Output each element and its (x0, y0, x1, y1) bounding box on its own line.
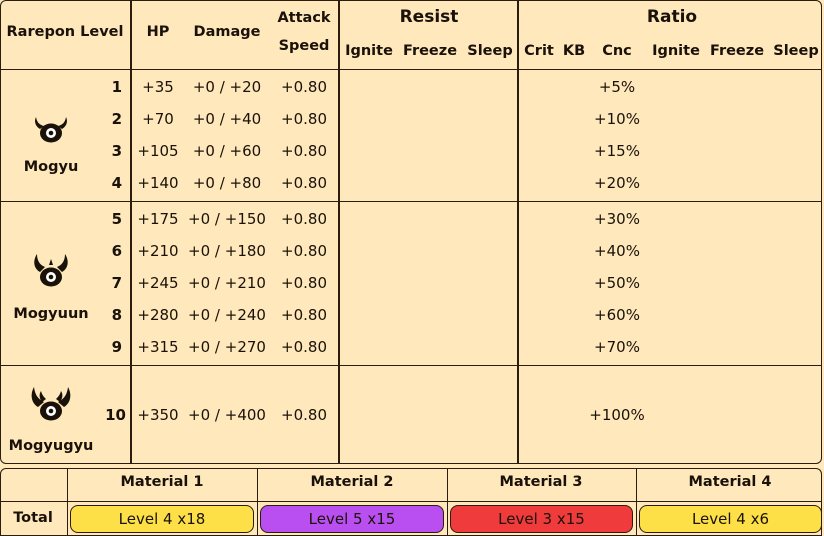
material-header: Material 1 (120, 474, 204, 490)
row-damage: +0 / +240 (188, 306, 266, 324)
divider (257, 469, 258, 536)
row-level: 4 (111, 174, 122, 192)
mogyugyu-icon (31, 387, 71, 421)
row-attack-speed: +0.80 (281, 142, 327, 160)
row-attack-speed: +0.80 (281, 306, 327, 324)
material-header: Material 4 (688, 474, 772, 490)
row-cnc: +100% (589, 406, 645, 424)
rarepon-name: Mogyuun (13, 306, 89, 322)
header-rarepon-level: Rarepon Level (6, 24, 124, 40)
row-cnc: +5% (598, 78, 636, 96)
row-damage: +0 / +40 (192, 110, 262, 128)
header-ratio-cnc: Cnc (602, 43, 632, 59)
header-ratio-freeze: Freeze (709, 43, 765, 59)
header-ratio-ignite: Ignite (652, 43, 700, 59)
material-header: Material 3 (499, 474, 583, 490)
header-ratio-kb: KB (562, 43, 586, 59)
row-hp: +105 (137, 142, 179, 160)
row-level: 9 (111, 338, 122, 356)
row-attack-speed: +0.80 (281, 242, 327, 260)
row-attack-speed: +0.80 (281, 210, 327, 228)
row-damage: +0 / +180 (188, 242, 266, 260)
header-hp: HP (146, 24, 170, 40)
row-level: 3 (111, 142, 122, 160)
row-cnc: +30% (594, 210, 640, 228)
row-level: 5 (111, 210, 122, 228)
header-resist-freeze: Freeze (402, 43, 458, 59)
divider (636, 469, 637, 536)
divider (0, 201, 822, 202)
row-attack-speed: +0.80 (281, 274, 327, 292)
header-ratio: Ratio (646, 7, 698, 27)
row-damage: +0 / +400 (188, 406, 266, 424)
header-resist: Resist (399, 7, 459, 27)
material-1-value: Level 4 x18 (70, 505, 254, 533)
header-damage: Damage (193, 24, 261, 40)
row-cnc: +50% (594, 274, 640, 292)
row-hp: +35 (142, 78, 174, 96)
row-cnc: +70% (594, 338, 640, 356)
row-damage: +0 / +210 (188, 274, 266, 292)
divider (338, 1, 340, 463)
row-cnc: +10% (594, 110, 640, 128)
header-ratio-sleep: Sleep (773, 43, 819, 59)
rarepon-name: Mogyu (23, 159, 79, 175)
divider (0, 365, 822, 366)
mogyu-icon (35, 117, 67, 143)
row-hp: +350 (137, 406, 179, 424)
header-resist-ignite: Ignite (345, 43, 393, 59)
row-damage: +0 / +270 (188, 338, 266, 356)
row-damage: +0 / +20 (192, 78, 262, 96)
row-attack-speed: +0.80 (281, 110, 327, 128)
row-level: 1 (111, 78, 122, 96)
divider (0, 69, 822, 70)
material-2-value: Level 5 x15 (260, 505, 444, 533)
divider (517, 1, 519, 463)
header-ratio-crit: Crit (524, 43, 554, 59)
header-attack-line1: Attack (277, 10, 331, 26)
divider (447, 469, 448, 536)
header-resist-sleep: Sleep (467, 43, 513, 59)
divider (67, 469, 68, 536)
row-cnc: +60% (594, 306, 640, 324)
stats-table (0, 0, 822, 464)
row-attack-speed: +0.80 (281, 174, 327, 192)
row-cnc: +20% (594, 174, 640, 192)
row-level: 2 (111, 110, 122, 128)
header-attack-line2: Speed (278, 38, 330, 54)
row-cnc: +40% (594, 242, 640, 260)
material-4-value: Level 4 x6 (639, 505, 822, 533)
row-damage: +0 / +80 (192, 174, 262, 192)
material-3-value: Level 3 x15 (450, 505, 633, 533)
material-header: Material 2 (310, 474, 394, 490)
row-level: 6 (111, 242, 122, 260)
row-damage: +0 / +150 (188, 210, 266, 228)
row-cnc: +15% (594, 142, 640, 160)
row-hp: +140 (137, 174, 179, 192)
row-level: 10 (105, 406, 126, 424)
total-label: Total (13, 510, 53, 526)
row-hp: +280 (137, 306, 179, 324)
rarepon-name: Mogyugyu (8, 438, 94, 454)
row-level: 7 (111, 274, 122, 292)
row-hp: +210 (137, 242, 179, 260)
row-hp: +245 (137, 274, 179, 292)
row-hp: +315 (137, 338, 179, 356)
mogyuun-icon (34, 254, 68, 287)
divider (130, 1, 132, 463)
row-attack-speed: +0.80 (281, 406, 327, 424)
row-damage: +0 / +60 (192, 142, 262, 160)
row-attack-speed: +0.80 (281, 338, 327, 356)
row-attack-speed: +0.80 (281, 78, 327, 96)
row-hp: +70 (142, 110, 174, 128)
divider (0, 501, 822, 502)
row-hp: +175 (137, 210, 179, 228)
row-level: 8 (111, 306, 122, 324)
